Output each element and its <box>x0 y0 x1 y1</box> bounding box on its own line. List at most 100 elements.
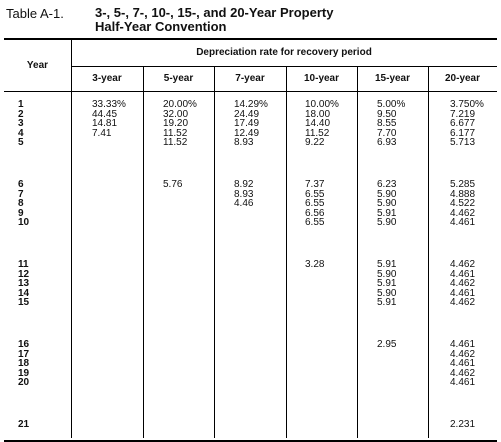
rate-cell: 5.00% <box>377 99 406 110</box>
year-cell: 17 <box>18 348 30 360</box>
rate-cell: 8.92 <box>234 179 254 190</box>
rate-cell: 5.91 <box>377 297 397 308</box>
rate-cell: 17.49 <box>234 118 260 129</box>
rate-cell: 11.52 <box>305 127 330 139</box>
rate-cell: 7.41 <box>92 127 112 139</box>
rate-cell: 14.40 <box>305 118 331 129</box>
rate-cell: 7.37 <box>305 179 325 190</box>
rate-cell: 5.285 <box>450 179 476 190</box>
rate-cell: 5.90 <box>377 217 397 228</box>
year-column-divider <box>71 40 72 438</box>
rate-cell: 6.55 <box>305 198 325 209</box>
rate-cell: 11.52 <box>163 137 188 148</box>
column-divider <box>428 66 429 438</box>
col-header-15-year: 15-year <box>374 73 411 84</box>
group-header-rule <box>71 66 497 67</box>
column-divider <box>214 66 215 438</box>
rate-cell: 33.33% <box>92 99 126 110</box>
rate-cell: 5.91 <box>377 278 397 289</box>
rate-cell: 4.461 <box>450 377 476 388</box>
rate-cell: 5.90 <box>377 198 397 209</box>
rate-cell: 32.00 <box>163 108 189 120</box>
year-cell: 18 <box>18 358 30 369</box>
col-header-7-year: 7-year <box>235 73 265 84</box>
rate-cell: 6.55 <box>305 188 325 200</box>
rate-cell: 6.177 <box>450 127 476 139</box>
rate-cell: 14.81 <box>92 118 118 129</box>
col-header-5-year: 5-year <box>163 73 194 84</box>
table-title-line2: Half-Year Convention <box>95 19 227 34</box>
rate-cell: 4.461 <box>450 268 476 280</box>
rate-cell: 8.55 <box>377 118 397 129</box>
year-cell: 19 <box>18 367 30 379</box>
rate-cell: 5.91 <box>377 259 397 270</box>
rate-cell: 4.461 <box>450 339 476 350</box>
rate-cell: 6.56 <box>305 207 325 219</box>
year-cell: 21 <box>18 419 30 430</box>
rate-cell: 2.231 <box>450 419 476 430</box>
rate-cell: 14.29% <box>234 99 268 110</box>
rate-cell: 5.90 <box>377 268 397 280</box>
col-header-20-year: 20-year <box>444 73 481 84</box>
rate-cell: 9.22 <box>305 137 325 148</box>
year-cell: 2 <box>18 108 24 120</box>
rate-cell: 18.00 <box>305 108 331 120</box>
column-divider <box>143 66 144 438</box>
rate-cell: 2.95 <box>377 339 397 350</box>
rate-cell: 3.28 <box>305 259 325 270</box>
year-cell: 16 <box>18 339 30 350</box>
year-cell: 1 <box>18 99 24 110</box>
rate-cell: 4.462 <box>450 278 476 289</box>
rate-cell: 4.46 <box>234 198 254 209</box>
year-cell: 8 <box>18 198 24 209</box>
rate-cell: 4.462 <box>450 259 476 270</box>
rate-cell: 12.49 <box>234 127 260 139</box>
rate-cell: 9.50 <box>377 108 397 120</box>
year-cell: 13 <box>18 278 30 289</box>
col-header-10-year: 10-year <box>303 73 340 84</box>
depreciation-table: Year Depreciation rate for recovery peri… <box>4 38 497 442</box>
group-header: Depreciation rate for recovery period <box>196 47 372 58</box>
table-label: Table A-1. <box>6 6 64 21</box>
rate-cell: 4.462 <box>450 207 476 219</box>
rate-cell: 5.76 <box>163 179 183 190</box>
year-cell: 15 <box>18 297 30 308</box>
rate-cell: 5.713 <box>450 137 476 148</box>
year-cell: 5 <box>18 137 24 148</box>
rate-cell: 7.219 <box>450 108 476 120</box>
rate-cell: 6.93 <box>377 137 397 148</box>
year-cell: 9 <box>18 207 24 219</box>
rate-cell: 24.49 <box>234 108 260 120</box>
rate-cell: 19.20 <box>163 118 189 129</box>
table-title-block: Table A-1. 3-, 5-, 7-, 10-, 15-, and 20-… <box>6 4 496 38</box>
table-title: 3-, 5-, 7-, 10-, 15-, and 20-Year Proper… <box>95 6 333 34</box>
rate-cell: 8.93 <box>234 188 254 200</box>
year-cell: 14 <box>18 287 30 299</box>
rate-cell: 6.677 <box>450 118 476 129</box>
rate-cell: 7.70 <box>377 127 397 139</box>
rate-cell: 3.750% <box>450 99 484 110</box>
rate-cell: 6.55 <box>305 217 325 228</box>
rate-cell: 8.93 <box>234 137 254 148</box>
year-cell: 10 <box>18 217 30 228</box>
year-header: Year <box>26 60 49 71</box>
year-cell: 4 <box>18 127 24 139</box>
year-cell: 6 <box>18 179 24 190</box>
column-header-rule <box>4 91 497 92</box>
year-cell: 7 <box>18 188 24 200</box>
rate-cell: 44.45 <box>92 108 118 120</box>
table-title-line1: 3-, 5-, 7-, 10-, 15-, and 20-Year Proper… <box>95 5 334 20</box>
rate-cell: 5.91 <box>377 207 397 219</box>
rate-cell: 4.522 <box>450 198 476 209</box>
rate-cell: 11.52 <box>163 127 188 139</box>
rate-cell: 4.462 <box>450 367 476 379</box>
year-cell: 3 <box>18 118 24 129</box>
rate-cell: 20.00% <box>163 99 197 110</box>
year-cell: 12 <box>18 268 30 280</box>
column-divider <box>357 66 358 438</box>
col-header-3-year: 3-year <box>92 73 122 84</box>
rate-cell: 5.90 <box>377 188 397 200</box>
year-cell: 20 <box>18 377 30 388</box>
year-cell: 11 <box>18 259 29 270</box>
rate-cell: 4.888 <box>450 188 476 200</box>
